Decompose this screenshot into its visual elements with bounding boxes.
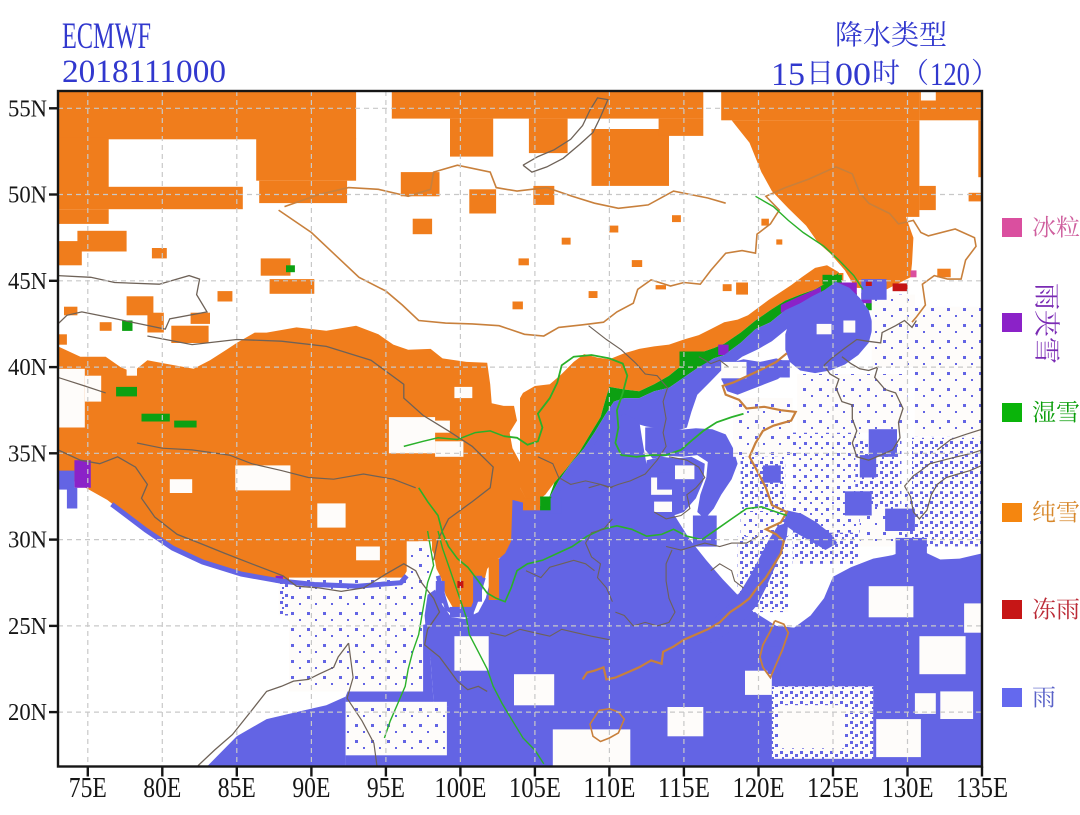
svg-text:40N: 40N [8,355,47,381]
svg-text:95E: 95E [367,773,405,804]
svg-text:45N: 45N [8,269,47,295]
svg-text:100E: 100E [434,773,486,804]
svg-text:115E: 115E [658,773,710,804]
svg-text:85E: 85E [218,773,256,804]
svg-text:25N: 25N [8,614,47,640]
svg-text:110E: 110E [583,773,635,804]
svg-text:20N: 20N [8,700,47,726]
svg-text:105E: 105E [509,773,561,804]
svg-text:120: 120 [930,57,970,93]
svg-text:35N: 35N [8,441,47,467]
svg-text:00: 00 [835,57,871,93]
svg-text:30N: 30N [8,528,47,554]
svg-text:2018111000: 2018111000 [62,54,226,90]
svg-text:130E: 130E [882,773,934,804]
svg-text:90E: 90E [292,773,330,804]
svg-text:125E: 125E [807,773,859,804]
svg-text:50N: 50N [8,183,47,209]
svg-text:75E: 75E [69,773,107,804]
svg-text:55N: 55N [8,96,47,122]
svg-text:ECMWF: ECMWF [62,16,151,57]
svg-text:120E: 120E [733,773,785,804]
svg-text:80E: 80E [143,773,181,804]
svg-text:15: 15 [771,57,805,93]
svg-text:135E: 135E [956,773,1008,804]
